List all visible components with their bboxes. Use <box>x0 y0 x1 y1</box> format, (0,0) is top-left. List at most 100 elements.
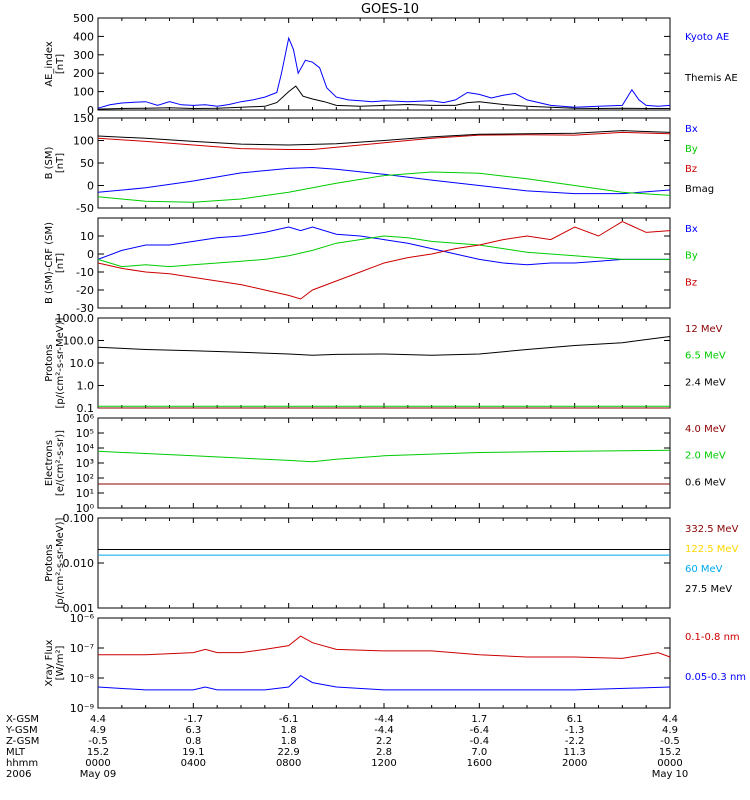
y-axis-label-electrons: Electrons <box>44 440 55 486</box>
y-axis-label-bsm: [nT] <box>55 153 66 173</box>
orbit-table-cell: 11.3 <box>564 747 586 758</box>
y-axis-label-protons_lo: Protons <box>44 344 55 381</box>
orbit-table-cell: 22.9 <box>278 747 300 758</box>
y-tick-label-protons_lo: 10.0 <box>70 357 95 370</box>
orbit-table-cell: 0000 <box>85 758 110 769</box>
orbit-table-cell: 4.4 <box>90 714 106 725</box>
orbit-row-label: Z-GSM <box>6 736 39 747</box>
orbit-table-cell: 0800 <box>276 758 301 769</box>
orbit-table-cell: -1.3 <box>565 725 585 736</box>
orbit-table-cell: 15.2 <box>659 747 681 758</box>
y-tick-label-bsm: -50 <box>76 202 94 215</box>
panel-frame-protons_lo <box>97 317 671 409</box>
orbit-table-cell: 1.8 <box>281 725 297 736</box>
orbit-table-cell: 0.8 <box>185 736 201 747</box>
y-axis-label-ae: AE_index <box>44 41 55 87</box>
y-axis-label-ae: [nT] <box>55 54 66 74</box>
series-line-bsm-2 <box>97 131 671 150</box>
series-line-protons_lo-2 <box>97 336 671 356</box>
y-tick-label-xray: 10⁻⁸ <box>70 672 95 685</box>
legend-entry-bsm-0: Bx <box>685 124 698 135</box>
y-tick-label-protons_lo: 1.0 <box>77 380 95 393</box>
y-axis-label-xray: Xray Flux <box>44 639 55 686</box>
legend-entry-bdiff-2: Bz <box>685 277 697 288</box>
orbit-row-label: Y-GSM <box>5 725 38 736</box>
y-tick-label-electrons: 10⁶ <box>76 412 95 425</box>
y-tick-label-protons_lo: 0.1 <box>77 402 95 415</box>
panel-frame-xray <box>97 617 671 709</box>
legend-entry-protons_lo-2: 2.4 MeV <box>685 377 726 388</box>
y-tick-label-bdiff: 10 <box>80 230 94 243</box>
series-line-bdiff-1 <box>97 235 670 268</box>
orbit-table-cell: 2.2 <box>376 736 392 747</box>
series-line-bdiff-2 <box>97 221 671 300</box>
y-tick-label-electrons: 10³ <box>76 457 94 470</box>
orbit-table-cell: 1.7 <box>471 714 487 725</box>
orbit-table-cell: 1200 <box>371 758 396 769</box>
legend-entry-bsm-1: By <box>685 144 698 155</box>
y-tick-label-protons_lo: 100.0 <box>63 335 95 348</box>
series-line-xray-0 <box>98 635 671 659</box>
orbit-table-cell: 4.4 <box>662 714 678 725</box>
orbit-table-cell: 2000 <box>562 758 587 769</box>
orbit-table-cell: -4.4 <box>374 725 394 736</box>
legend-entry-bsm-3: Bmag <box>685 184 714 195</box>
y-tick-label-bsm: 150 <box>73 112 94 125</box>
legend-entry-bsm-2: Bz <box>685 164 697 175</box>
orbit-row-label: 2006 <box>6 769 31 780</box>
series-line-bsm-1 <box>97 171 671 203</box>
y-axis-label-bsm: B (SM) <box>44 146 55 179</box>
series-line-ae-1 <box>97 85 670 110</box>
panel-frame-electrons <box>97 417 671 509</box>
y-tick-label-protons_hi: 0.001 <box>63 602 95 615</box>
y-tick-label-ae: 0 <box>87 104 94 117</box>
y-tick-label-electrons: 10² <box>76 472 94 485</box>
y-tick-label-ae: 300 <box>73 49 94 62</box>
orbit-table-cell: 7.0 <box>471 747 487 758</box>
figure-title: GOES-10 <box>360 2 419 17</box>
orbit-table-cell: -0.5 <box>88 736 108 747</box>
y-tick-label-xray: 10⁻⁹ <box>70 702 94 715</box>
legend-entry-electrons-2: 0.6 MeV <box>685 477 726 488</box>
y-tick-label-xray: 10⁻⁶ <box>70 612 95 625</box>
orbit-table-cell: 15.2 <box>87 747 109 758</box>
orbit-table-cell: 4.9 <box>90 725 106 736</box>
orbit-table-cell: May 09 <box>80 769 117 780</box>
orbit-table-cell: -0.5 <box>660 736 680 747</box>
legend-entry-electrons-0: 4.0 MeV <box>685 424 726 435</box>
y-axis-label-xray: [W/m²] <box>55 645 66 680</box>
y-axis-label-bdiff: B (SM)-CRF (SM) <box>44 222 55 304</box>
series-line-bsm-3 <box>97 130 671 146</box>
y-tick-label-bdiff: -10 <box>76 266 94 279</box>
y-axis-label-protons_hi: Protons <box>44 544 55 581</box>
legend-entry-protons_lo-1: 6.5 MeV <box>685 351 726 362</box>
y-tick-label-ae: 200 <box>73 67 94 80</box>
series-line-bdiff-0 <box>97 226 670 266</box>
y-tick-label-bsm: 50 <box>80 157 94 170</box>
y-axis-label-protons_lo: [p/(cm²-s-sr-MeV)] <box>55 317 66 408</box>
orbit-table-cell: -2.2 <box>565 736 585 747</box>
y-tick-label-protons_hi: 0.010 <box>63 557 95 570</box>
legend-entry-ae-0: Kyoto AE <box>685 32 729 43</box>
y-tick-label-xray: 10⁻⁷ <box>70 642 94 655</box>
panel-frame-bsm <box>97 117 671 209</box>
orbit-table-cell: -6.4 <box>470 725 490 736</box>
orbit-table-cell: 6.1 <box>567 714 583 725</box>
y-tick-label-bdiff: 0 <box>87 248 94 261</box>
legend-entry-ae-1: Themis AE <box>684 73 738 84</box>
y-tick-label-ae: 100 <box>73 86 94 99</box>
y-tick-label-bdiff: -30 <box>76 302 94 315</box>
orbit-table-cell: -0.4 <box>470 736 490 747</box>
orbit-table-cell: May 10 <box>652 769 689 780</box>
y-tick-label-electrons: 10¹ <box>76 487 94 500</box>
y-tick-label-ae: 400 <box>73 30 94 43</box>
orbit-row-label: X-GSM <box>6 714 39 725</box>
series-line-electrons-1 <box>97 449 671 463</box>
y-tick-label-ae: 500 <box>73 12 94 25</box>
orbit-table-cell: 4.9 <box>662 725 678 736</box>
y-axis-label-bdiff: [nT] <box>55 253 66 273</box>
series-line-bsm-0 <box>97 166 671 195</box>
panel-frame-protons_hi <box>97 517 671 609</box>
legend-entry-protons_hi-3: 27.5 MeV <box>685 584 732 595</box>
orbit-table-cell: -1.7 <box>184 714 204 725</box>
